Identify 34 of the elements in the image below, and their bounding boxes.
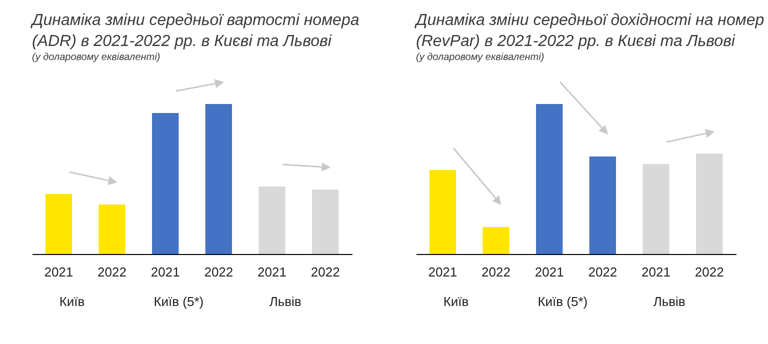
bar	[258, 186, 286, 254]
text: Львів	[653, 294, 686, 309]
bar	[45, 194, 72, 254]
bar	[98, 204, 126, 254]
bar	[482, 227, 510, 254]
x-tick-label: 2021	[534, 264, 564, 280]
bar	[205, 104, 232, 254]
x-tick-label: 2022	[694, 264, 724, 280]
text: Львів	[269, 294, 302, 309]
x-tick-label: 2022	[482, 264, 510, 280]
bar	[152, 113, 179, 254]
x-tick-label: 2022	[204, 264, 234, 280]
x-tick-label: 2021	[258, 264, 286, 280]
bar	[429, 170, 456, 254]
x-tick-label: 2022	[98, 264, 126, 280]
x-tick-label: 2021	[642, 264, 670, 280]
chart-subtitle: (у доларовому еквіваленті)	[32, 52, 160, 63]
bar	[589, 156, 616, 254]
text: Київ	[59, 294, 85, 309]
x-tick-label: 2022	[588, 264, 618, 280]
bar	[696, 154, 723, 254]
text: Київ (5*)	[538, 294, 588, 309]
bar	[536, 104, 563, 254]
text: Київ	[443, 294, 469, 309]
text: Київ (5*)	[154, 294, 204, 309]
chart-title: Динаміка зміни середньої дохідності на номер (RevPar) в 2021-2022 рр. в Києві та Львові	[414, 12, 764, 50]
x-tick-label: 2021	[428, 264, 458, 280]
x-tick-label: 2021	[150, 264, 180, 280]
bar	[642, 164, 670, 254]
x-tick-label: 2022	[310, 264, 340, 280]
chart-subtitle: (у доларовому еквіваленті)	[416, 52, 544, 63]
chart-title: Динаміка зміни середньої вартості номера (ADR) в 2021-2022 рр. в Києві та Львові	[30, 12, 360, 50]
bar	[312, 190, 339, 254]
x-tick-label: 2021	[44, 264, 74, 280]
